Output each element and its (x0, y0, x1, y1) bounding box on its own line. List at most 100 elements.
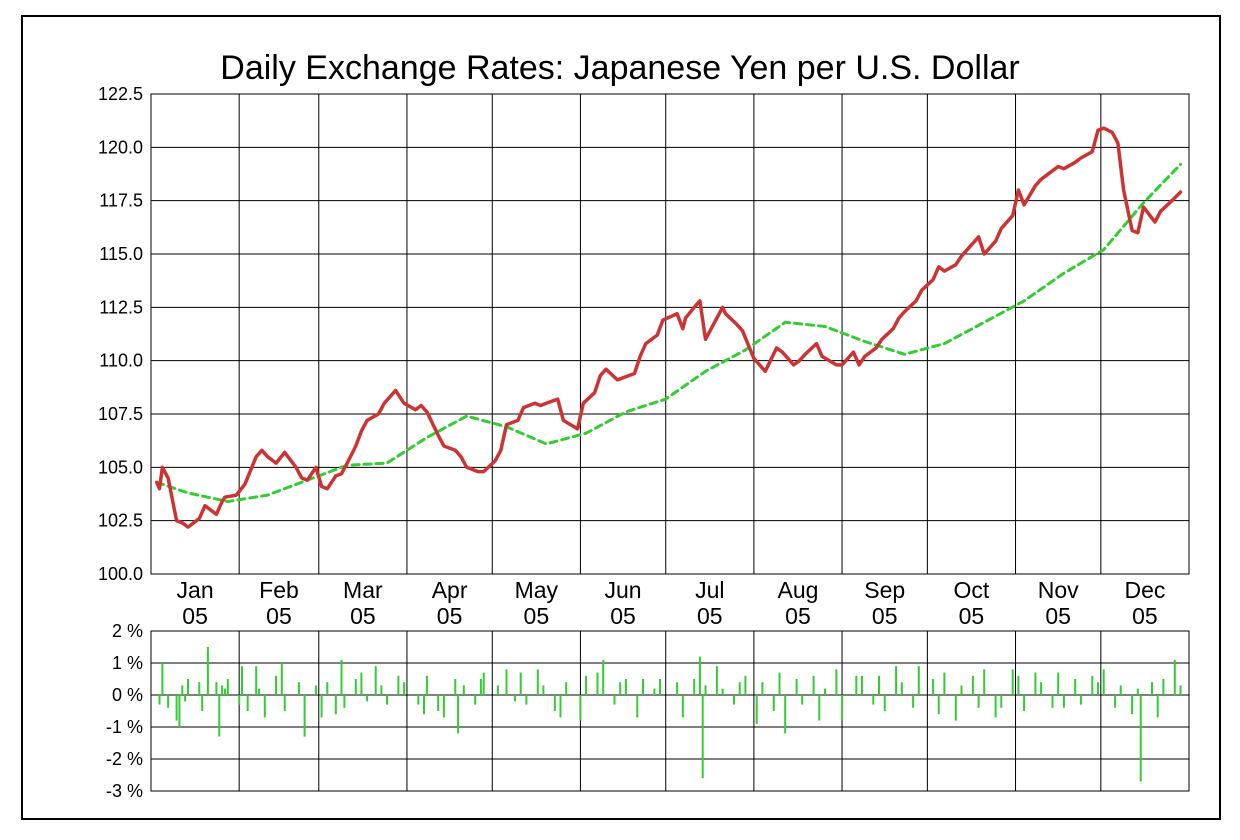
change-bar (624, 679, 627, 695)
x-tick-year: 05 (785, 603, 811, 629)
change-bar (1097, 682, 1099, 695)
change-bar (187, 679, 189, 695)
y-tick-label: 105.0 (98, 457, 143, 477)
change-bar (704, 685, 707, 695)
change-bar (255, 666, 258, 695)
change-bar (1091, 675, 1094, 695)
main-series (154, 126, 1183, 529)
main-plot-frame (150, 93, 1190, 575)
x-tick-month: Apr (432, 577, 468, 603)
figure-border (21, 15, 1221, 820)
change-bar (1136, 688, 1139, 695)
change-bar (642, 679, 644, 695)
y-tick-label: 122.5 (98, 84, 143, 104)
y-tick-label: 0 % (112, 685, 143, 705)
x-tick-month: Nov (1038, 577, 1079, 603)
change-bar (161, 663, 164, 695)
y-tick-label: 100.0 (98, 564, 143, 584)
change-bar (181, 685, 184, 695)
x-tick-labels: Jan05Feb05Mar05Apr05May05Jun05Jul05Aug05… (177, 577, 1166, 629)
x-tick-year: 05 (1132, 603, 1158, 629)
change-bar (158, 695, 161, 705)
change-bar (514, 695, 516, 702)
change-bar (206, 647, 209, 695)
change-bar (900, 682, 903, 695)
change-bar (778, 672, 781, 695)
change-bar (454, 679, 457, 695)
change-bar (895, 666, 898, 695)
change-bar (585, 675, 588, 695)
change-bar (542, 685, 545, 695)
x-tick-year: 05 (697, 603, 723, 629)
x-tick-month: May (515, 577, 559, 603)
change-bar (479, 679, 482, 695)
change-y-ticks: 2 % 1 % 0 % -1 % -2 % -3 % (106, 621, 143, 801)
change-bar (340, 659, 343, 695)
change-bar (744, 675, 747, 695)
change-bar (1114, 695, 1117, 708)
change-bar (380, 685, 383, 695)
change-bar (636, 695, 639, 718)
change-bar (602, 659, 605, 695)
change-bar (386, 695, 388, 705)
change-bar (613, 695, 616, 705)
y-tick-label: 120.0 (98, 137, 143, 157)
change-bar (437, 695, 440, 711)
change-bar (241, 666, 243, 695)
change-bar (824, 688, 826, 695)
change-bar (417, 695, 420, 705)
y-tick-label: 102.5 (98, 511, 143, 531)
change-bar (872, 695, 875, 705)
change-bar (226, 679, 229, 695)
change-bar (496, 685, 499, 695)
change-bar (334, 695, 337, 715)
change-bar (263, 695, 266, 718)
y-tick-label: -3 % (106, 781, 143, 801)
change-bar (425, 675, 428, 695)
change-bar (701, 695, 704, 779)
change-bar (659, 679, 661, 695)
x-tick-year: 05 (350, 603, 376, 629)
change-bar (1017, 675, 1020, 695)
change-bar (423, 695, 425, 715)
change-bar (693, 679, 696, 695)
change-bar (1062, 695, 1065, 708)
change-bar (565, 682, 568, 695)
y-tick-label: -1 % (106, 717, 143, 737)
change-bar (201, 695, 204, 711)
x-tick-month: Jun (605, 577, 642, 603)
change-bar (218, 695, 221, 737)
x-tick-year: 05 (182, 603, 208, 629)
y-tick-label: 117.5 (99, 191, 143, 211)
change-bar (983, 669, 986, 695)
x-tick-month: Jul (695, 577, 724, 603)
x-tick-year: 05 (1045, 603, 1071, 629)
change-bar (721, 688, 724, 695)
change-bar (579, 695, 582, 721)
change-bar (1057, 672, 1060, 695)
change-bar (474, 695, 477, 705)
change-bar (943, 672, 946, 695)
change-bar (1034, 672, 1037, 695)
x-tick-month: Sep (864, 577, 905, 603)
change-bars (158, 647, 1182, 782)
main-grid (151, 93, 1189, 575)
change-bar (374, 666, 377, 695)
x-tick-year: 05 (437, 603, 463, 629)
chart-title: Daily Exchange Rates: Japanese Yen per U… (220, 49, 1020, 87)
x-tick-year: 05 (524, 603, 550, 629)
change-bar (360, 672, 363, 695)
change-bar (960, 685, 963, 695)
change-bar (397, 675, 400, 695)
x-tick-year: 05 (872, 603, 898, 629)
moving-average-line (155, 162, 1182, 503)
y-tick-label: 2 % (112, 621, 143, 641)
change-bar (246, 695, 249, 711)
main-y-ticks: 100.0 102.5 105.0 107.5 110.0 112.5 115.0 117.5… (98, 84, 143, 584)
change-bar (354, 679, 357, 695)
change-bar (403, 682, 406, 695)
change-bar (761, 682, 764, 695)
x-tick-year: 05 (266, 603, 292, 629)
change-bar (525, 695, 528, 705)
change-bar (715, 666, 718, 695)
